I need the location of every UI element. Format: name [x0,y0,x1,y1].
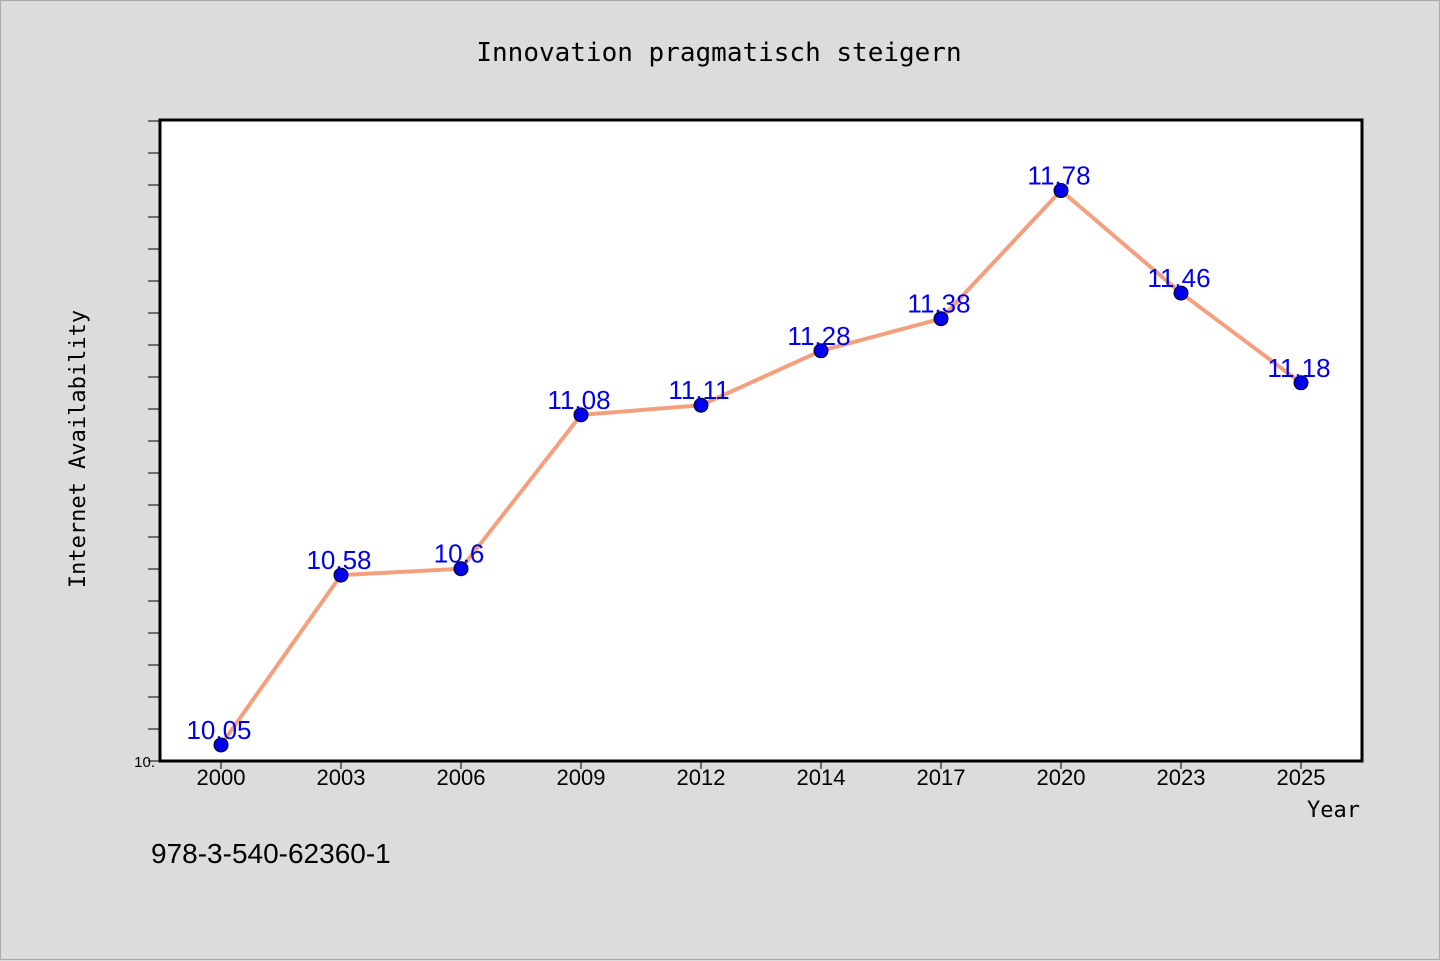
data-point [333,567,349,583]
data-label: 11.18 [1267,353,1330,383]
data-label: 11.38 [907,289,970,319]
data-point [453,561,469,577]
data-label: 11.28 [787,321,850,351]
data-label: 10.58 [306,545,371,575]
data-point [1053,183,1069,199]
x-tick-label: 2006 [437,765,486,790]
data-label: 11.78 [1027,161,1090,191]
x-tick-label: 2000 [197,765,246,790]
x-axis-ticks: 2000 2003 2006 2009 2012 2014 2017 2020 2023 2025 [197,761,1326,790]
x-tick-label: 2003 [317,765,366,790]
x-tick-label: 2009 [557,765,606,790]
data-point [693,397,709,413]
isbn-text: 978-3-540-62360-1 [151,838,391,869]
data-label: 11.08 [547,385,610,415]
x-tick-label: 2017 [917,765,966,790]
data-point [1293,375,1309,391]
series-group: 10.05 10.58 10.6 11.08 11.11 11.28 11.38 11.78 1… [186,161,1331,753]
data-point [1173,285,1189,301]
x-tick-label: 2012 [677,765,726,790]
x-tick-label: 2023 [1157,765,1206,790]
data-point [933,311,949,327]
x-tick-label: 2025 [1277,765,1326,790]
data-point [813,343,829,359]
plot-area [158,118,1364,763]
y-axis-label: Internet Availability [66,310,91,588]
x-tick-label: 2020 [1037,765,1086,790]
y-tick-label: 10. [134,754,155,771]
data-label: 11.11 [668,375,729,405]
data-label: 10.05 [186,715,251,745]
data-point [213,737,229,753]
y-axis-ticks [148,120,160,762]
x-tick-label: 2014 [797,765,846,790]
x-axis-label: Year [1307,798,1360,823]
series-line [219,188,1303,747]
chart-title: Innovation pragmatisch steigern [476,38,961,68]
data-point [573,407,589,423]
data-label: 11.46 [1147,263,1210,293]
data-label: 10.6 [434,539,485,569]
